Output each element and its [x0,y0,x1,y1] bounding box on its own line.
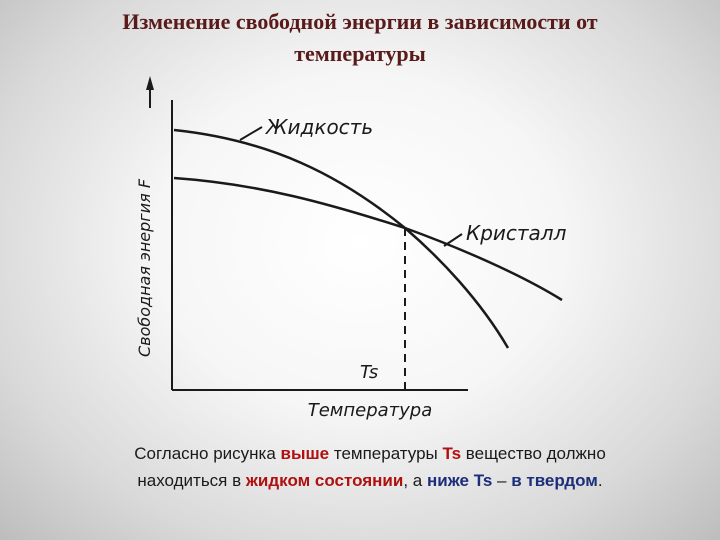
caption-text: температуры [329,444,443,463]
caption-highlight-above: выше [280,444,330,463]
caption-line-1: Согласно рисунка выше температуры Ts вещ… [40,440,700,467]
caption-line-2: находиться в жидком состоянии, а ниже Ts… [40,467,700,494]
liquid-label-pointer [239,126,263,141]
crystal-label-pointer [443,233,463,247]
caption-highlight-solid: в твердом [511,471,598,490]
slide-title: Изменение свободной энергии в зависимост… [0,6,720,70]
caption-text: . [597,471,603,490]
title-line-2: температуры [294,41,426,66]
caption-text: – [492,471,512,490]
y-axis-label: Свободная энергия F [135,178,154,357]
y-axis-arrowhead [146,76,154,90]
x-axis-label: Температура [308,400,433,421]
transition-temperature-label: Ts [360,362,378,383]
caption-text: , а [403,471,427,490]
title-line-1: Изменение свободной энергии в зависимост… [122,9,598,34]
crystal-label: Кристалл [466,221,567,245]
caption-text: Согласно рисунка [134,444,281,463]
caption-highlight-ts: Ts [473,471,493,490]
liquid-curve [173,128,510,349]
caption-highlight-liquid: жидком состоянии [245,471,404,490]
caption-highlight-below: ниже [426,471,469,490]
caption-text: вещество должно [461,444,606,463]
liquid-label: Жидкость [264,115,373,139]
explanation-caption: Согласно рисунка выше температуры Ts вещ… [40,440,700,494]
crystal-curve [173,176,563,302]
caption-highlight-ts: Ts [442,444,462,463]
caption-text: находиться в [137,471,246,490]
